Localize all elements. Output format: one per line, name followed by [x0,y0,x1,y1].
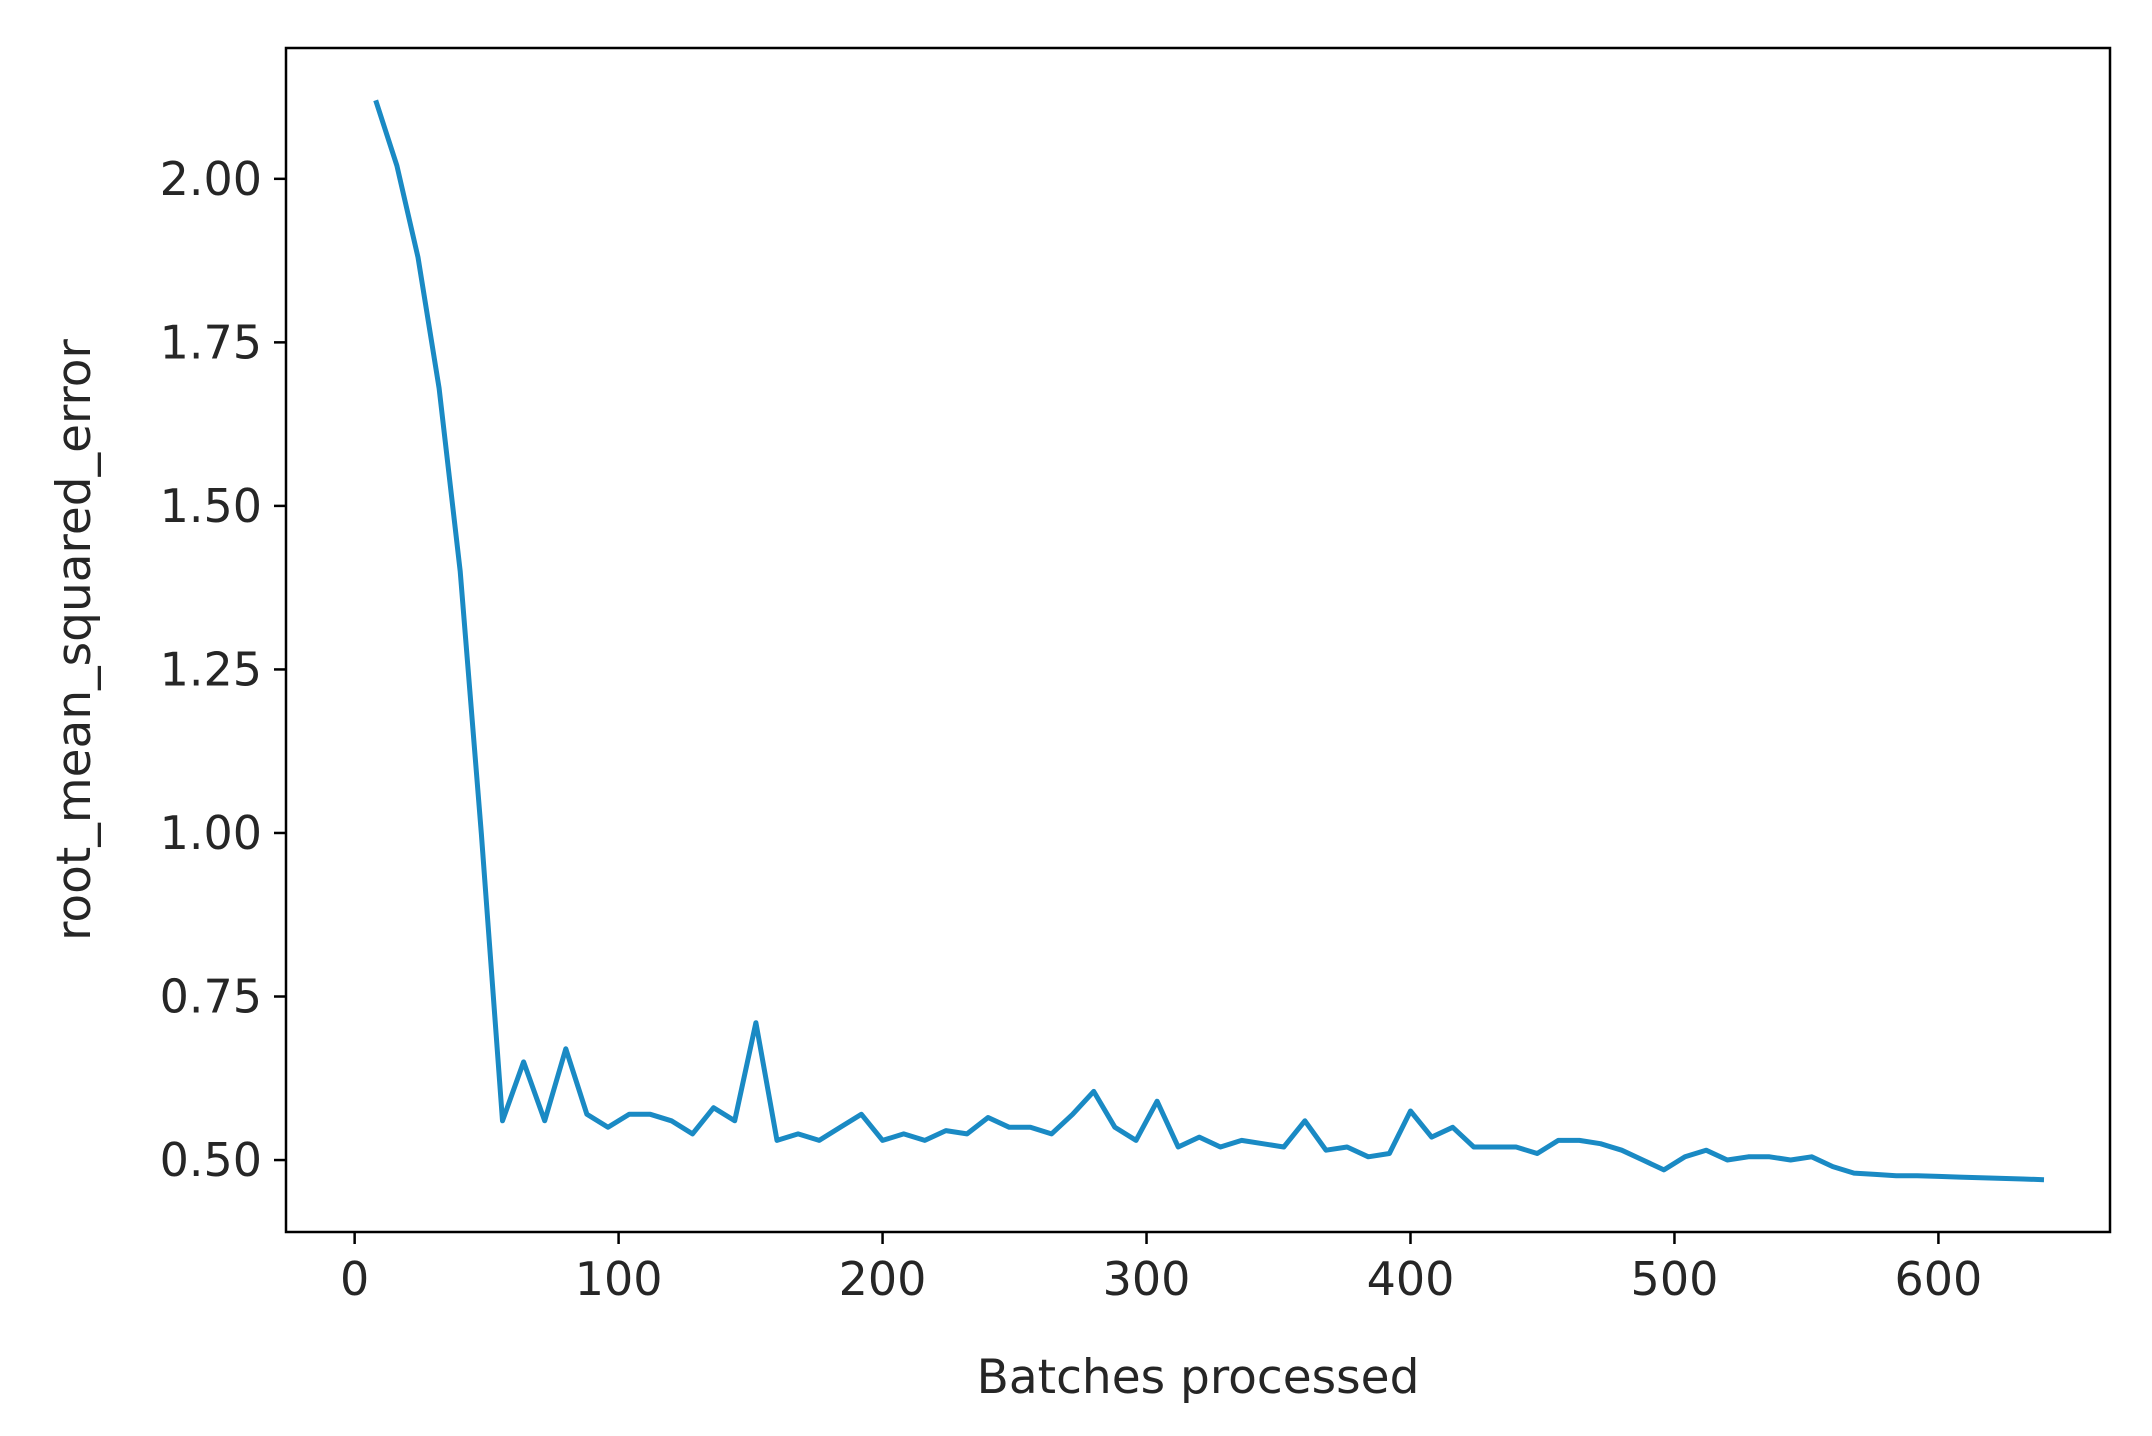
x-axis: 0 100 200 300 400 500 600 [340,1232,1982,1306]
y-axis-label: root_mean_squared_error [47,338,102,940]
y-axis: 0.50 0.75 1.00 1.25 1.50 1.75 2.00 [160,152,286,1187]
x-tick-label: 0 [340,1252,369,1306]
y-tick-label: 0.50 [160,1133,262,1187]
y-tick-label: 1.25 [160,642,262,696]
y-tick-label: 1.75 [160,315,262,369]
plot-frame [284,46,2112,1234]
y-tick-label: 2.00 [160,152,262,206]
y-tick-label: 0.75 [160,970,262,1024]
x-axis-label: Batches processed [977,1350,1420,1405]
x-tick-label: 400 [1367,1252,1455,1306]
y-tick-label: 1.50 [160,479,262,533]
x-tick-label: 100 [575,1252,663,1306]
x-tick-label: 300 [1103,1252,1191,1306]
x-tick-label: 500 [1631,1252,1719,1306]
x-tick-label: 600 [1895,1252,1983,1306]
series-line-0 [373,99,2045,1183]
x-tick-label: 200 [839,1252,927,1306]
y-tick-label: 1.00 [160,806,262,860]
